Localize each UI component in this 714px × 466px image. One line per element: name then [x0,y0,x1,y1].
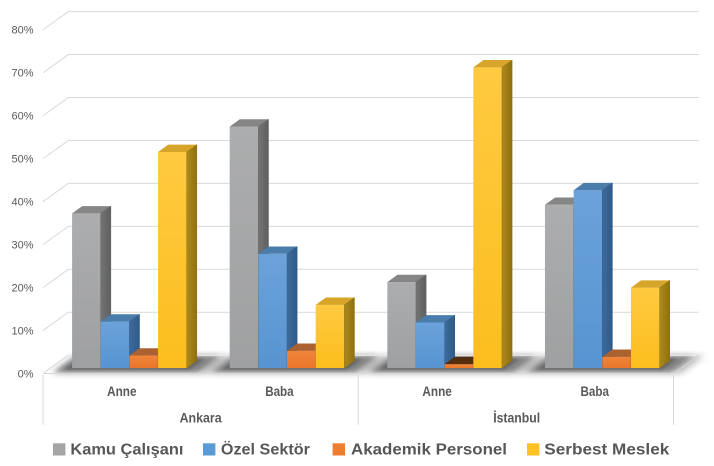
svg-text:Anne: Anne [107,384,137,399]
svg-text:60%: 60% [11,111,33,123]
svg-text:Ankara: Ankara [180,410,222,425]
svg-text:20%: 20% [11,282,33,294]
svg-text:80%: 80% [11,25,33,37]
svg-text:Akademik Personel: Akademik Personel [351,441,507,458]
svg-text:30%: 30% [11,239,33,251]
svg-text:Serbest Meslek: Serbest Meslek [544,441,669,458]
svg-text:İstanbul: İstanbul [493,410,540,425]
svg-text:70%: 70% [11,68,33,80]
svg-text:Özel Sektör: Özel Sektör [221,441,310,458]
svg-text:Baba: Baba [265,384,294,399]
svg-text:40%: 40% [11,197,33,209]
svg-text:Kamu Çalışanı: Kamu Çalışanı [70,441,183,458]
svg-text:Anne: Anne [422,384,452,399]
svg-text:Baba: Baba [581,384,610,399]
svg-text:0%: 0% [18,368,34,380]
svg-text:10%: 10% [11,325,33,337]
svg-text:50%: 50% [11,154,33,166]
